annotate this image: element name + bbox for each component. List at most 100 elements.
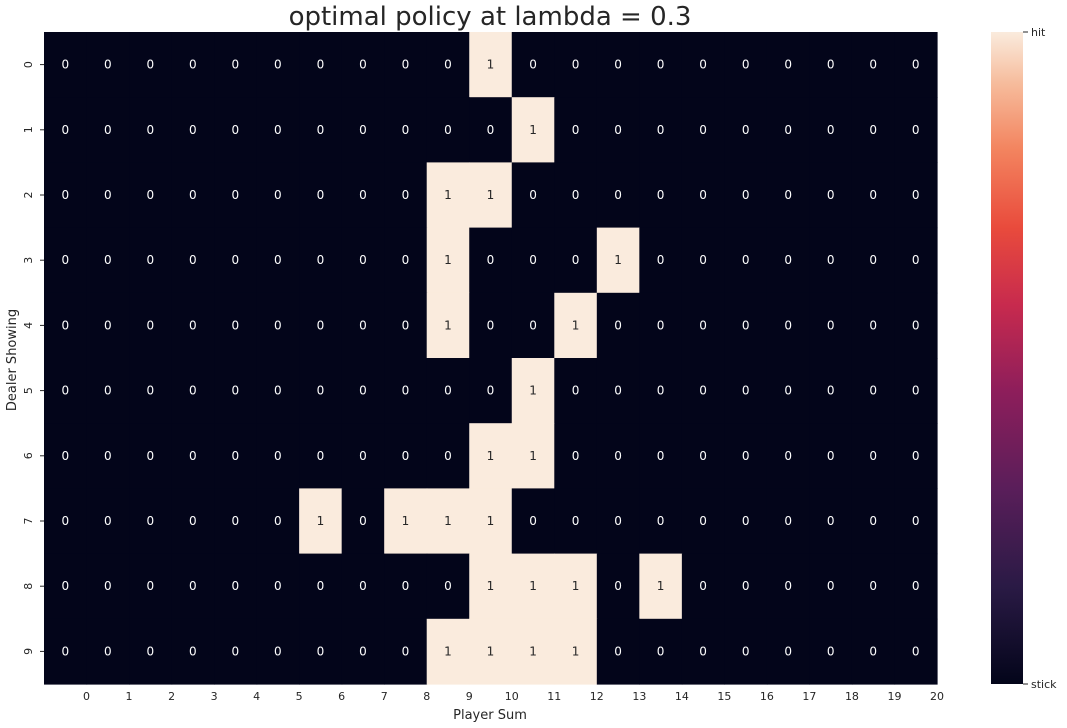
cell-annotation: 0 bbox=[274, 253, 282, 267]
cell-annotation: 0 bbox=[912, 58, 920, 72]
heatmap-cell bbox=[809, 618, 853, 685]
cell-annotation: 0 bbox=[189, 188, 197, 202]
heatmap-cell bbox=[894, 358, 938, 424]
cell-annotation: 0 bbox=[784, 579, 792, 593]
heatmap-cell bbox=[214, 358, 258, 424]
y-tick-label: 0 bbox=[22, 61, 35, 68]
heatmap-cell bbox=[894, 97, 938, 163]
heatmap-cell bbox=[384, 488, 428, 555]
heatmap-cell bbox=[724, 488, 768, 555]
cell-annotation: 1 bbox=[529, 449, 537, 463]
heatmap-cell bbox=[724, 423, 768, 489]
heatmap-cell bbox=[171, 423, 215, 489]
heatmap-cell bbox=[129, 227, 173, 294]
heatmap-cell bbox=[426, 97, 470, 163]
cell-annotation: 1 bbox=[529, 644, 537, 658]
heatmap-cell bbox=[554, 32, 598, 98]
heatmap-cell bbox=[299, 423, 343, 489]
heatmap-cell bbox=[681, 162, 725, 229]
cell-annotation: 0 bbox=[104, 123, 112, 137]
heatmap-cell bbox=[469, 553, 513, 620]
heatmap-cell bbox=[894, 227, 938, 294]
cell-annotation: 0 bbox=[232, 579, 240, 593]
cell-annotation: 0 bbox=[614, 579, 622, 593]
cell-annotation: 0 bbox=[104, 318, 112, 332]
cell-annotation: 0 bbox=[529, 318, 537, 332]
cell-annotation: 1 bbox=[444, 514, 452, 528]
heatmap-cell bbox=[299, 97, 343, 163]
cell-annotation: 0 bbox=[742, 384, 750, 398]
cell-annotation: 0 bbox=[614, 384, 622, 398]
cell-annotation: 0 bbox=[657, 384, 665, 398]
heatmap-cell bbox=[511, 618, 555, 685]
heatmap-cell bbox=[299, 292, 343, 359]
heatmap-cell bbox=[44, 618, 88, 685]
cell-annotation: 0 bbox=[359, 253, 367, 267]
heatmap-cell bbox=[511, 292, 555, 359]
heatmap-cell bbox=[894, 292, 938, 359]
cell-annotation: 0 bbox=[784, 253, 792, 267]
heatmap-cell bbox=[639, 227, 683, 294]
heatmap-cell bbox=[44, 553, 88, 620]
x-tick-label: 15 bbox=[717, 690, 731, 703]
cell-annotation: 0 bbox=[572, 188, 580, 202]
cell-annotation: 0 bbox=[402, 188, 410, 202]
cell-annotation: 0 bbox=[912, 123, 920, 137]
heatmap-cell bbox=[681, 97, 725, 163]
heatmap-cell bbox=[851, 488, 896, 555]
heatmap-cell bbox=[469, 32, 513, 98]
cell-annotation: 0 bbox=[317, 58, 325, 72]
heatmap-cell bbox=[681, 358, 725, 424]
cell-annotation: 0 bbox=[146, 58, 154, 72]
heatmap-cell bbox=[256, 32, 300, 98]
cell-annotation: 0 bbox=[827, 188, 835, 202]
cell-annotation: 0 bbox=[572, 58, 580, 72]
heatmap-cell bbox=[469, 488, 513, 555]
heatmap-cell bbox=[256, 162, 300, 229]
heatmap-cell bbox=[86, 227, 130, 294]
cell-annotation: 0 bbox=[487, 123, 495, 137]
heatmap-cell bbox=[851, 553, 896, 620]
y-axis-ticks: 0 1 2 3 4 5 6 7 8 9 bbox=[22, 61, 44, 655]
heatmap-cell bbox=[894, 423, 938, 489]
heatmap-cell bbox=[256, 97, 300, 163]
heatmap-cell bbox=[724, 618, 768, 685]
cell-annotation: 0 bbox=[869, 644, 877, 658]
y-tick-label: 7 bbox=[22, 518, 35, 525]
cell-annotation: 0 bbox=[104, 579, 112, 593]
heatmap-cell bbox=[809, 292, 853, 359]
cell-annotation: 0 bbox=[572, 123, 580, 137]
x-tick-label: 5 bbox=[296, 690, 303, 703]
cell-annotation: 0 bbox=[657, 253, 665, 267]
cell-annotation: 0 bbox=[912, 579, 920, 593]
cell-annotation: 0 bbox=[784, 123, 792, 137]
heatmap-cell bbox=[426, 488, 470, 555]
cell-annotation: 0 bbox=[614, 188, 622, 202]
heatmap-cell bbox=[299, 32, 343, 98]
heatmap-cell bbox=[639, 358, 683, 424]
heatmap-cell bbox=[511, 553, 555, 620]
heatmap-cell bbox=[554, 227, 598, 294]
cell-annotation: 0 bbox=[317, 253, 325, 267]
cell-annotation: 0 bbox=[444, 123, 452, 137]
heatmap-cell bbox=[681, 227, 725, 294]
heatmap-cell bbox=[256, 618, 300, 685]
heatmap-cell bbox=[469, 292, 513, 359]
heatmap-cell bbox=[766, 227, 811, 294]
heatmap-cell bbox=[724, 292, 768, 359]
heatmap-cell bbox=[214, 553, 258, 620]
heatmap-cell bbox=[86, 32, 130, 98]
heatmap-cell bbox=[681, 488, 725, 555]
cell-annotation: 0 bbox=[402, 644, 410, 658]
cell-annotation: 0 bbox=[274, 318, 282, 332]
cell-annotation: 0 bbox=[232, 384, 240, 398]
cell-annotation: 0 bbox=[61, 514, 69, 528]
heatmap-cell bbox=[341, 162, 385, 229]
cell-annotation: 0 bbox=[827, 449, 835, 463]
cell-annotation: 0 bbox=[61, 188, 69, 202]
x-tick-label: 11 bbox=[547, 690, 561, 703]
heatmap-cell bbox=[596, 553, 640, 620]
x-tick-label: 1 bbox=[126, 690, 133, 703]
cell-annotation: 0 bbox=[189, 579, 197, 593]
cell-annotation: 0 bbox=[402, 449, 410, 463]
